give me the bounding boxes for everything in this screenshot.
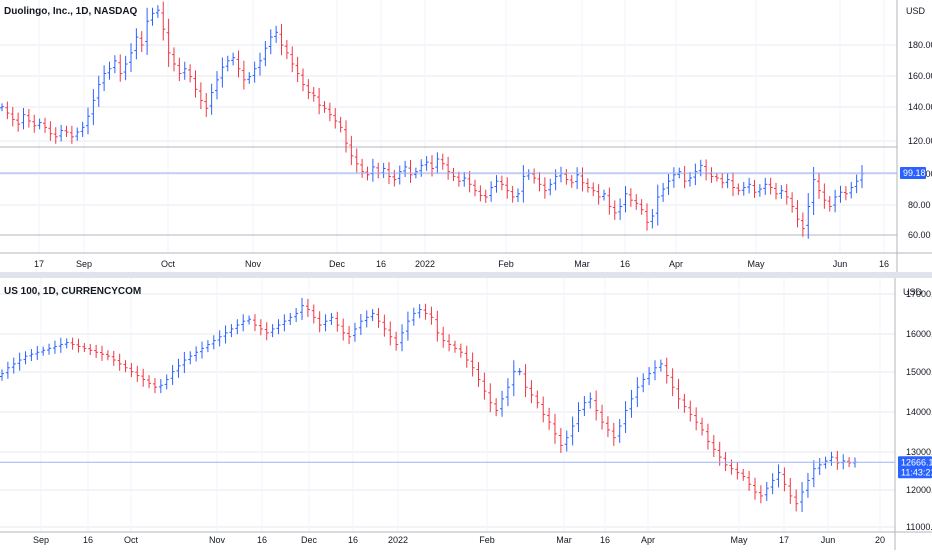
x-tick-label: Dec [301, 535, 318, 545]
x-tick-label: May [747, 259, 765, 269]
x-tick-label: 16 [620, 259, 630, 269]
chart-title: Duolingo, Inc., 1D, NASDAQ [4, 6, 138, 17]
x-tick-label: Nov [245, 259, 262, 269]
chart-title: US 100, 1D, CURRENCYCOM [4, 286, 142, 297]
x-tick-label: Oct [161, 259, 176, 269]
x-tick-label: Mar [574, 259, 590, 269]
x-tick-label: Jun [821, 535, 836, 545]
currency-label: USD [903, 287, 923, 297]
y-tick-label: 17000.0 [906, 289, 932, 299]
x-tick-label: Feb [479, 535, 495, 545]
duolingo-chart-pane[interactable]: 60.0080.00100.00120.00140.00160.00180.00… [0, 0, 932, 272]
last-price-badge [900, 166, 926, 179]
y-tick-label: 180.00 [908, 40, 932, 50]
x-tick-label: Feb [498, 259, 514, 269]
x-tick-label: 17 [779, 535, 789, 545]
x-tick-label: 16 [376, 259, 386, 269]
countdown-label: 11:43:21 [901, 467, 932, 477]
y-tick-label: 11000.0 [906, 522, 932, 532]
us100-chart[interactable]: 11000.0 12000.0 13000.0 14000.0 15000.0 16000… [0, 278, 932, 550]
y-tick-label: 160.00 [908, 71, 932, 81]
x-tick-label: 16 [879, 259, 889, 269]
x-tick-label: Oct [124, 535, 139, 545]
x-tick-label: May [730, 535, 748, 545]
x-tick-label: Mar [556, 535, 572, 545]
last-price-badge [898, 456, 932, 479]
x-tick-label: 2022 [415, 259, 435, 269]
x-tick-label: 2022 [388, 535, 408, 545]
x-tick-label: 16 [348, 535, 358, 545]
x-tick-label: Nov [209, 535, 226, 545]
x-tick-label: 16 [600, 535, 610, 545]
y-tick-label: 140.00 [908, 102, 932, 112]
x-tick-label: Sep [33, 535, 49, 545]
duolingo-chart[interactable]: 60.0080.00100.00120.00140.00160.00180.00… [0, 0, 932, 272]
y-tick-label: 13000.0 [906, 447, 932, 457]
y-tick-label: 80.00 [908, 200, 931, 210]
x-tick-label: Jun [833, 259, 848, 269]
y-tick-label: 16000.0 [906, 329, 932, 339]
y-tick-label: 14000.0 [906, 407, 932, 417]
x-tick-label: 16 [83, 535, 93, 545]
x-tick-label: Apr [669, 259, 683, 269]
x-tick-label: 17 [34, 259, 44, 269]
currency-label: USD [906, 6, 926, 16]
pane-separator[interactable] [0, 272, 932, 278]
x-tick-label: Apr [641, 535, 655, 545]
last-price-label: 99.18 [903, 168, 926, 178]
x-tick-label: Dec [329, 259, 346, 269]
y-tick-label: 60.00 [908, 230, 931, 240]
y-tick-label: 15000.0 [906, 367, 932, 377]
x-tick-label: 16 [257, 535, 267, 545]
y-tick-label: 12000.0 [906, 485, 932, 495]
x-tick-label: Sep [76, 259, 92, 269]
y-tick-label: 120.00 [908, 136, 932, 146]
last-price-label: 12666.1 [901, 457, 932, 467]
us100-chart-pane[interactable]: 11000.0 12000.0 13000.0 14000.0 15000.0 16000… [0, 278, 932, 550]
x-tick-label: 20 [875, 535, 885, 545]
